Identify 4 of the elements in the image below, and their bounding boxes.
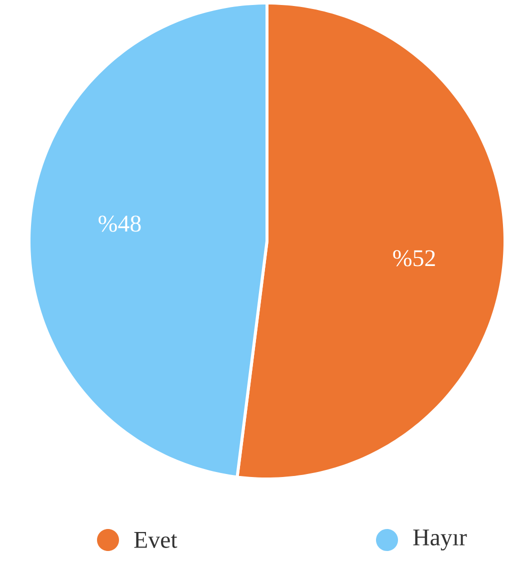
data-label: %48 <box>98 216 141 232</box>
legend-label: Evet <box>134 532 178 548</box>
data-label: %52 <box>393 250 435 266</box>
legend-label: Hayır <box>413 530 467 550</box>
